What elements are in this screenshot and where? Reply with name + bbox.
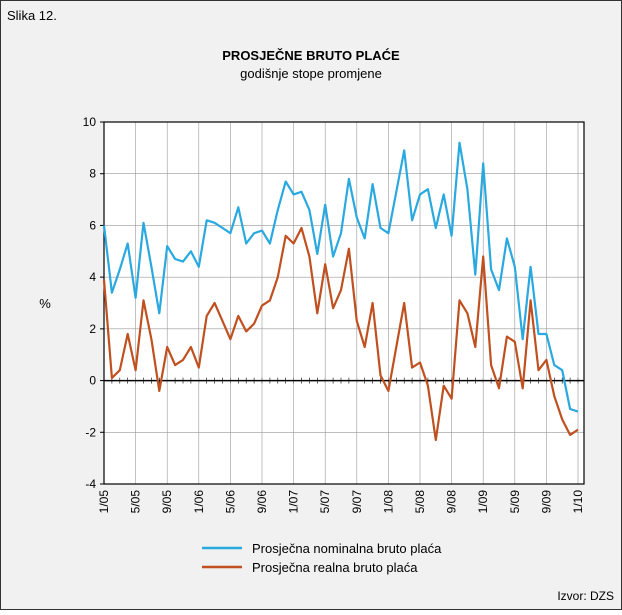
x-tick-label: 5/08 xyxy=(413,490,427,514)
chart-title: PROSJEČNE BRUTO PLAĆE xyxy=(222,48,400,63)
y-tick-label: 0 xyxy=(89,374,96,388)
x-tick-label: 1/09 xyxy=(476,490,490,514)
x-tick-label: 9/08 xyxy=(445,490,459,514)
y-tick-label: 2 xyxy=(89,322,96,336)
x-tick-label: 5/07 xyxy=(318,490,332,514)
legend-label: Prosječna realna bruto plaća xyxy=(252,560,418,575)
y-tick-label: 6 xyxy=(89,218,96,232)
y-tick-label: 10 xyxy=(83,115,97,129)
x-tick-label: 1/07 xyxy=(287,490,301,514)
x-tick-label: 9/05 xyxy=(160,490,174,514)
series-line xyxy=(102,141,579,413)
x-tick-label: 5/06 xyxy=(223,490,237,514)
y-tick-label: -2 xyxy=(85,425,96,439)
x-tick-label: 1/06 xyxy=(192,490,206,514)
figure-label: Slika 12. xyxy=(7,8,57,23)
x-tick-label: 9/07 xyxy=(350,490,364,514)
y-tick-label: -4 xyxy=(85,477,96,491)
chart-subtitle: godišnje stope promjene xyxy=(240,66,382,81)
source: Izvor: DZS xyxy=(557,589,614,603)
plot-area xyxy=(104,122,584,484)
y-axis-label: % xyxy=(39,296,51,311)
x-tick-label: 9/06 xyxy=(255,490,269,514)
x-tick-label: 5/09 xyxy=(508,490,522,514)
y-tick-label: 8 xyxy=(89,167,96,181)
x-tick-label: 9/09 xyxy=(539,490,553,514)
y-tick-label: 4 xyxy=(89,270,96,284)
legend-label: Prosječna nominalna bruto plaća xyxy=(252,541,442,556)
x-tick-label: 1/05 xyxy=(97,490,111,514)
plot-border xyxy=(103,121,585,485)
x-tick-label: 1/08 xyxy=(381,490,395,514)
series-line xyxy=(102,226,579,442)
x-tick-label: 5/05 xyxy=(129,490,143,514)
x-tick-label: 1/10 xyxy=(571,490,585,514)
